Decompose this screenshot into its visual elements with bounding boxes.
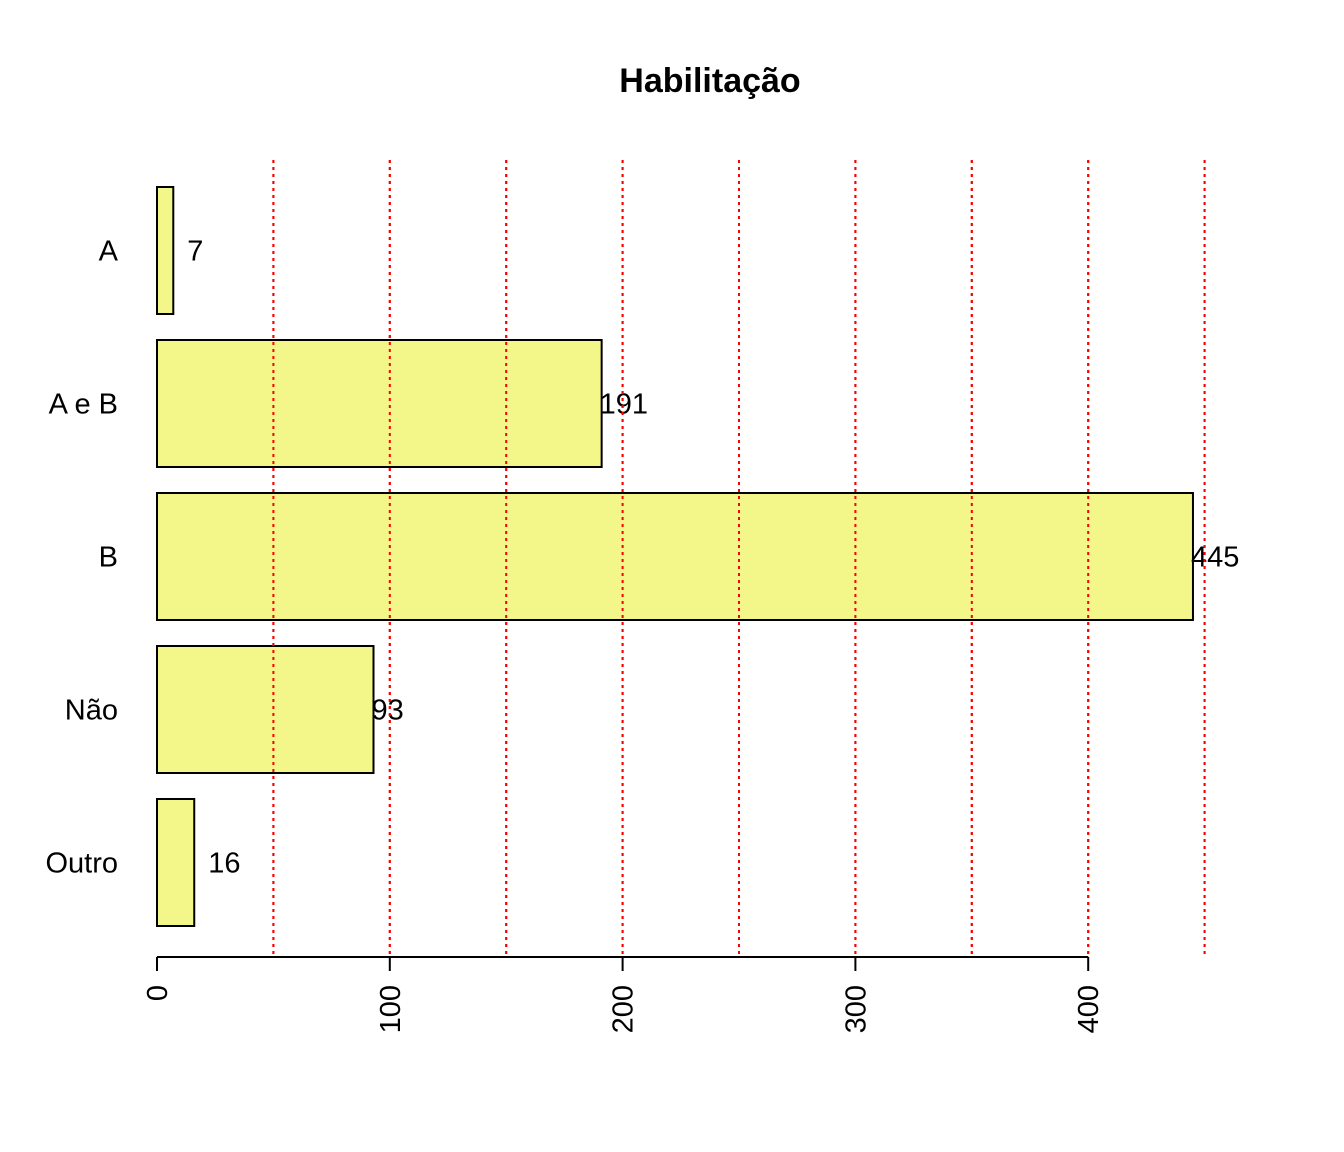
- bar: [156, 186, 175, 315]
- value-label: 445: [1191, 542, 1239, 574]
- category-label: B: [99, 542, 118, 574]
- bar: [156, 645, 375, 774]
- tick-label: 300: [840, 985, 872, 1033]
- category-label: A e B: [49, 389, 118, 421]
- tick-label: 400: [1073, 985, 1105, 1033]
- value-label: 93: [372, 695, 404, 727]
- tick-label: 100: [375, 985, 407, 1033]
- category-label: Outro: [45, 848, 118, 880]
- tick-label: 0: [142, 985, 174, 1001]
- bars: A 7 A e B 191 B 445 Não 93 Outro 16: [45, 160, 1239, 957]
- value-label: 7: [187, 236, 203, 268]
- tick-label: 200: [608, 985, 640, 1033]
- category-label: A: [99, 236, 119, 268]
- x-axis: 0 100 200 300 400: [142, 956, 1105, 1033]
- bar: [156, 492, 1194, 621]
- chart-title: Habilitação: [619, 62, 800, 100]
- value-label: 191: [600, 389, 648, 421]
- bar: [156, 798, 196, 927]
- value-label: 16: [208, 848, 240, 880]
- bar: [156, 339, 603, 468]
- category-label: Não: [65, 695, 118, 727]
